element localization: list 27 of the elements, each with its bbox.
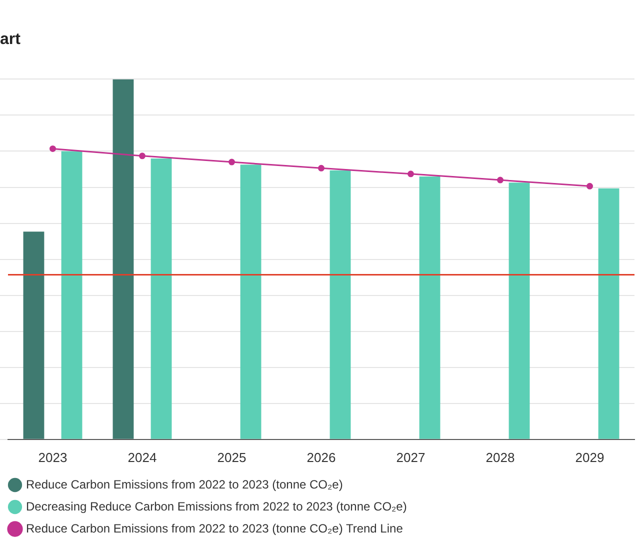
bar [240,164,262,439]
bar [419,176,440,439]
x-tick-label: 2023 [38,450,68,465]
point [318,164,324,172]
bar [112,79,134,439]
legend-label: Reduce Carbon Emissions from 2022 to 2023 (tonne CO₂e) [26,477,343,492]
point [408,170,414,178]
bar [61,151,82,439]
x-tick-label: 2024 [128,450,157,465]
x-tick-label: 2028 [486,450,515,465]
point [228,158,235,166]
bar [330,170,351,439]
legend-label: Decreasing Reduce Carbon Emissions from 2022 to 2023 (tonne CO₂e) [26,499,407,514]
chart-title: art [0,31,22,48]
bar [508,182,530,439]
bar [598,188,620,439]
legend-label: Reduce Carbon Emissions from 2022 to 2023 (tonne CO₂e) Trend Line [26,521,404,536]
x-tick-label: 2026 [306,450,336,465]
x-tick-label: 2029 [575,450,604,465]
point [497,176,504,184]
bar [23,232,44,439]
point [139,152,146,160]
x-tick-label: 2025 [217,450,246,465]
point [586,182,593,190]
point [50,145,56,152]
x-tick-label: 2027 [396,450,426,465]
bar [150,158,172,439]
